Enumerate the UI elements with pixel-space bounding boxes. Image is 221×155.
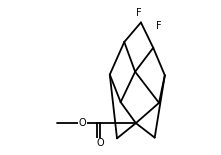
Text: O: O [78,118,86,128]
Text: O: O [97,138,104,148]
Text: F: F [156,21,162,31]
Text: F: F [136,8,142,18]
